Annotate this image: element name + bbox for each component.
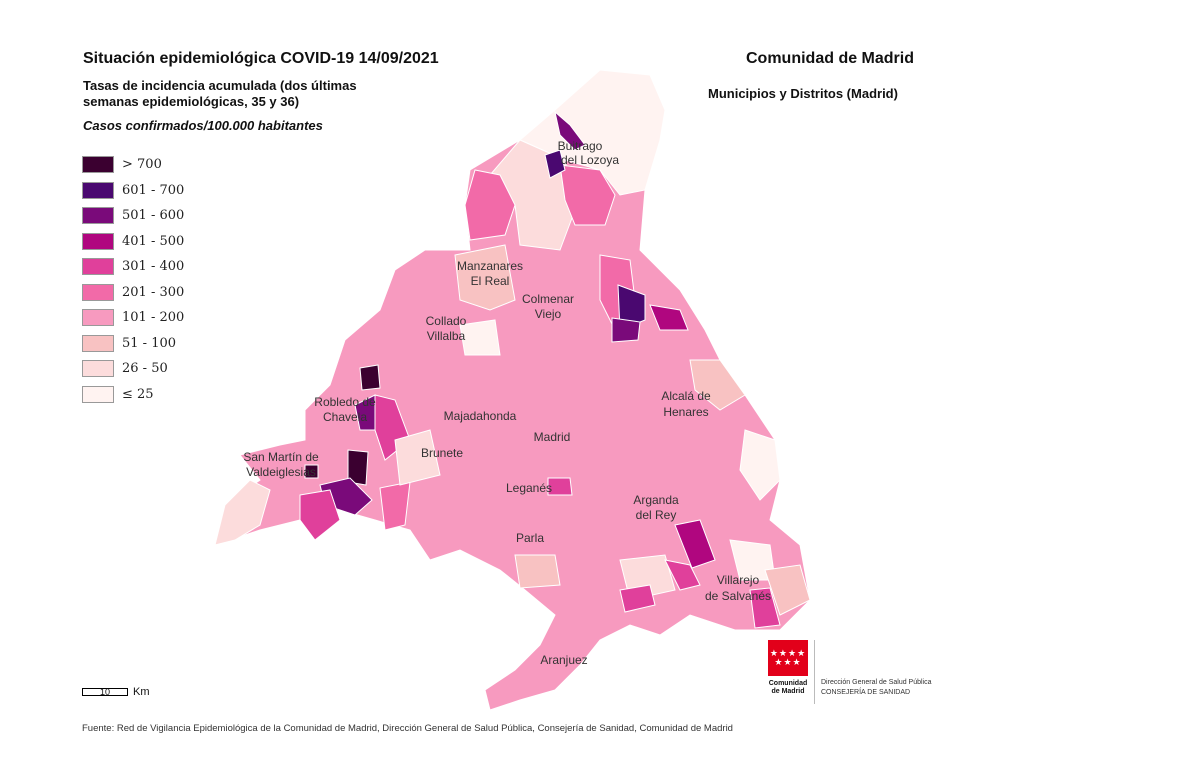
place-label: Villarejo de Salvanés (705, 573, 771, 603)
source-note: Fuente: Red de Vigilancia Epidemiológica… (82, 723, 733, 734)
region-outline (214, 69, 811, 711)
region-west-dark-2 (347, 449, 369, 486)
region-west-dark-1 (359, 364, 381, 391)
legend-label: 401 - 500 (122, 233, 185, 249)
place-label: Parla (516, 531, 544, 545)
legend-label: ≤ 25 (122, 386, 154, 402)
choropleth-map: Buitrago del Lozoya Manzanares El Real Col… (214, 69, 811, 711)
logo-name-line2: de Madrid (771, 688, 805, 695)
region-northwest-pink (464, 169, 516, 241)
logo-divider (814, 640, 815, 704)
region-ne-magenta (649, 304, 689, 331)
legend-item: 601 - 700 (82, 178, 184, 204)
legend-swatch (82, 283, 114, 301)
region-parla-light (514, 554, 561, 589)
scale-bar: 10 Km (82, 686, 150, 698)
legend-label: 501 - 600 (122, 208, 185, 224)
flag-stars-row-2: ★★★ (774, 657, 802, 667)
place-label: Robledo de Chavela (314, 395, 376, 424)
logo-name: Comunidad de Madrid (769, 680, 808, 696)
flag-icon: ★★★★ ★★★ (768, 640, 808, 676)
region-leganes-pink (547, 477, 573, 496)
region-south-pink (619, 584, 656, 613)
region-east-mid (689, 359, 746, 411)
comunidad-madrid-logo: ★★★★ ★★★ Comunidad de Madrid Dirección G… (768, 640, 932, 704)
scale-bar-unit: Km (133, 686, 150, 698)
logo-dept: Dirección General de Salud Pública CONSE… (821, 678, 932, 698)
legend-swatch (82, 181, 114, 199)
region-ne-dark (617, 284, 646, 331)
region-subtitle: Municipios y Distritos (Madrid) (708, 86, 898, 101)
legend-item: > 700 (82, 152, 184, 178)
region-south-east-light (764, 564, 811, 616)
legend-label: 101 - 200 (122, 310, 185, 326)
region-west-pink-1 (299, 489, 341, 541)
legend-swatch (82, 156, 114, 174)
legend-swatch (82, 207, 114, 225)
legend-item: 501 - 600 (82, 203, 184, 229)
region-collado-light (459, 319, 501, 356)
place-label: Majadahonda (444, 409, 517, 423)
place-label: San Martín de Valdeiglesias (243, 450, 319, 479)
place-label: Brunete (421, 446, 463, 460)
region-title: Comunidad de Madrid (746, 50, 914, 67)
legend-item: 201 - 300 (82, 280, 184, 306)
legend-label: 26 - 50 (122, 361, 168, 377)
region-villarejo-pink (749, 587, 781, 629)
legend-label: 51 - 100 (122, 335, 177, 351)
legend-item: ≤ 25 (82, 382, 184, 408)
place-labels: Buitrago del Lozoya Manzanares El Real Col… (243, 139, 771, 667)
legend-swatch (82, 232, 114, 250)
legend-swatch (82, 360, 114, 378)
region-arganda-pink (664, 559, 701, 591)
legend-item: 101 - 200 (82, 305, 184, 331)
map-subtitle: Tasas de incidencia acumulada (dos últim… (83, 78, 357, 109)
logo-dept-line2: CONSEJERÍA DE SANIDAD (821, 689, 911, 696)
legend: > 700 601 - 700 501 - 600 401 - 500 301 … (82, 152, 184, 407)
region-west-pink-2 (379, 481, 411, 531)
legend-label: 301 - 400 (122, 259, 185, 275)
region-buitrago-zone (559, 164, 616, 226)
map-title: Situación epidemiológica COVID-19 14/09/… (83, 50, 439, 67)
region-brunete-light (394, 429, 441, 486)
place-label: Manzanares El Real (457, 259, 523, 288)
region-west-lobe (214, 479, 271, 546)
legend-label: 601 - 700 (122, 182, 185, 198)
place-label: Madrid (534, 430, 571, 444)
logo-left: ★★★★ ★★★ Comunidad de Madrid (768, 640, 808, 696)
legend-swatch (82, 334, 114, 352)
logo-dept-line1: Dirección General de Salud Pública (821, 679, 932, 686)
place-label: Arganda del Rey (633, 493, 679, 522)
legend-item: 51 - 100 (82, 331, 184, 357)
region-top-purple (554, 110, 586, 151)
region-ne-purple (611, 317, 641, 343)
legend-swatch (82, 385, 114, 403)
region-top-dark (544, 149, 566, 179)
legend-label: 201 - 300 (122, 284, 185, 300)
legend-label: > 700 (122, 157, 162, 173)
scale-bar-box: 10 (82, 688, 128, 697)
flag-stars-row-1: ★★★★ (769, 648, 807, 658)
region-west-dark-3 (304, 464, 319, 479)
place-label: Buitrago del Lozoya (558, 139, 620, 167)
place-label: Collado Villalba (426, 314, 467, 343)
region-arganda-magenta (674, 519, 716, 569)
logo-name-line1: Comunidad (768, 680, 808, 687)
place-label: Leganés (506, 481, 552, 495)
legend-item: 301 - 400 (82, 254, 184, 280)
region-manzanares-zone (454, 244, 516, 311)
legend-swatch (82, 309, 114, 327)
map-unit: Casos confirmados/100.000 habitantes (83, 118, 323, 133)
legend-item: 26 - 50 (82, 356, 184, 382)
legend-item: 401 - 500 (82, 229, 184, 255)
place-label: Colmenar Viejo (522, 292, 574, 321)
place-label: Aranjuez (540, 653, 587, 667)
place-label: Alcalá de Henares (661, 389, 711, 419)
region-east-low (739, 429, 781, 501)
legend-swatch (82, 258, 114, 276)
